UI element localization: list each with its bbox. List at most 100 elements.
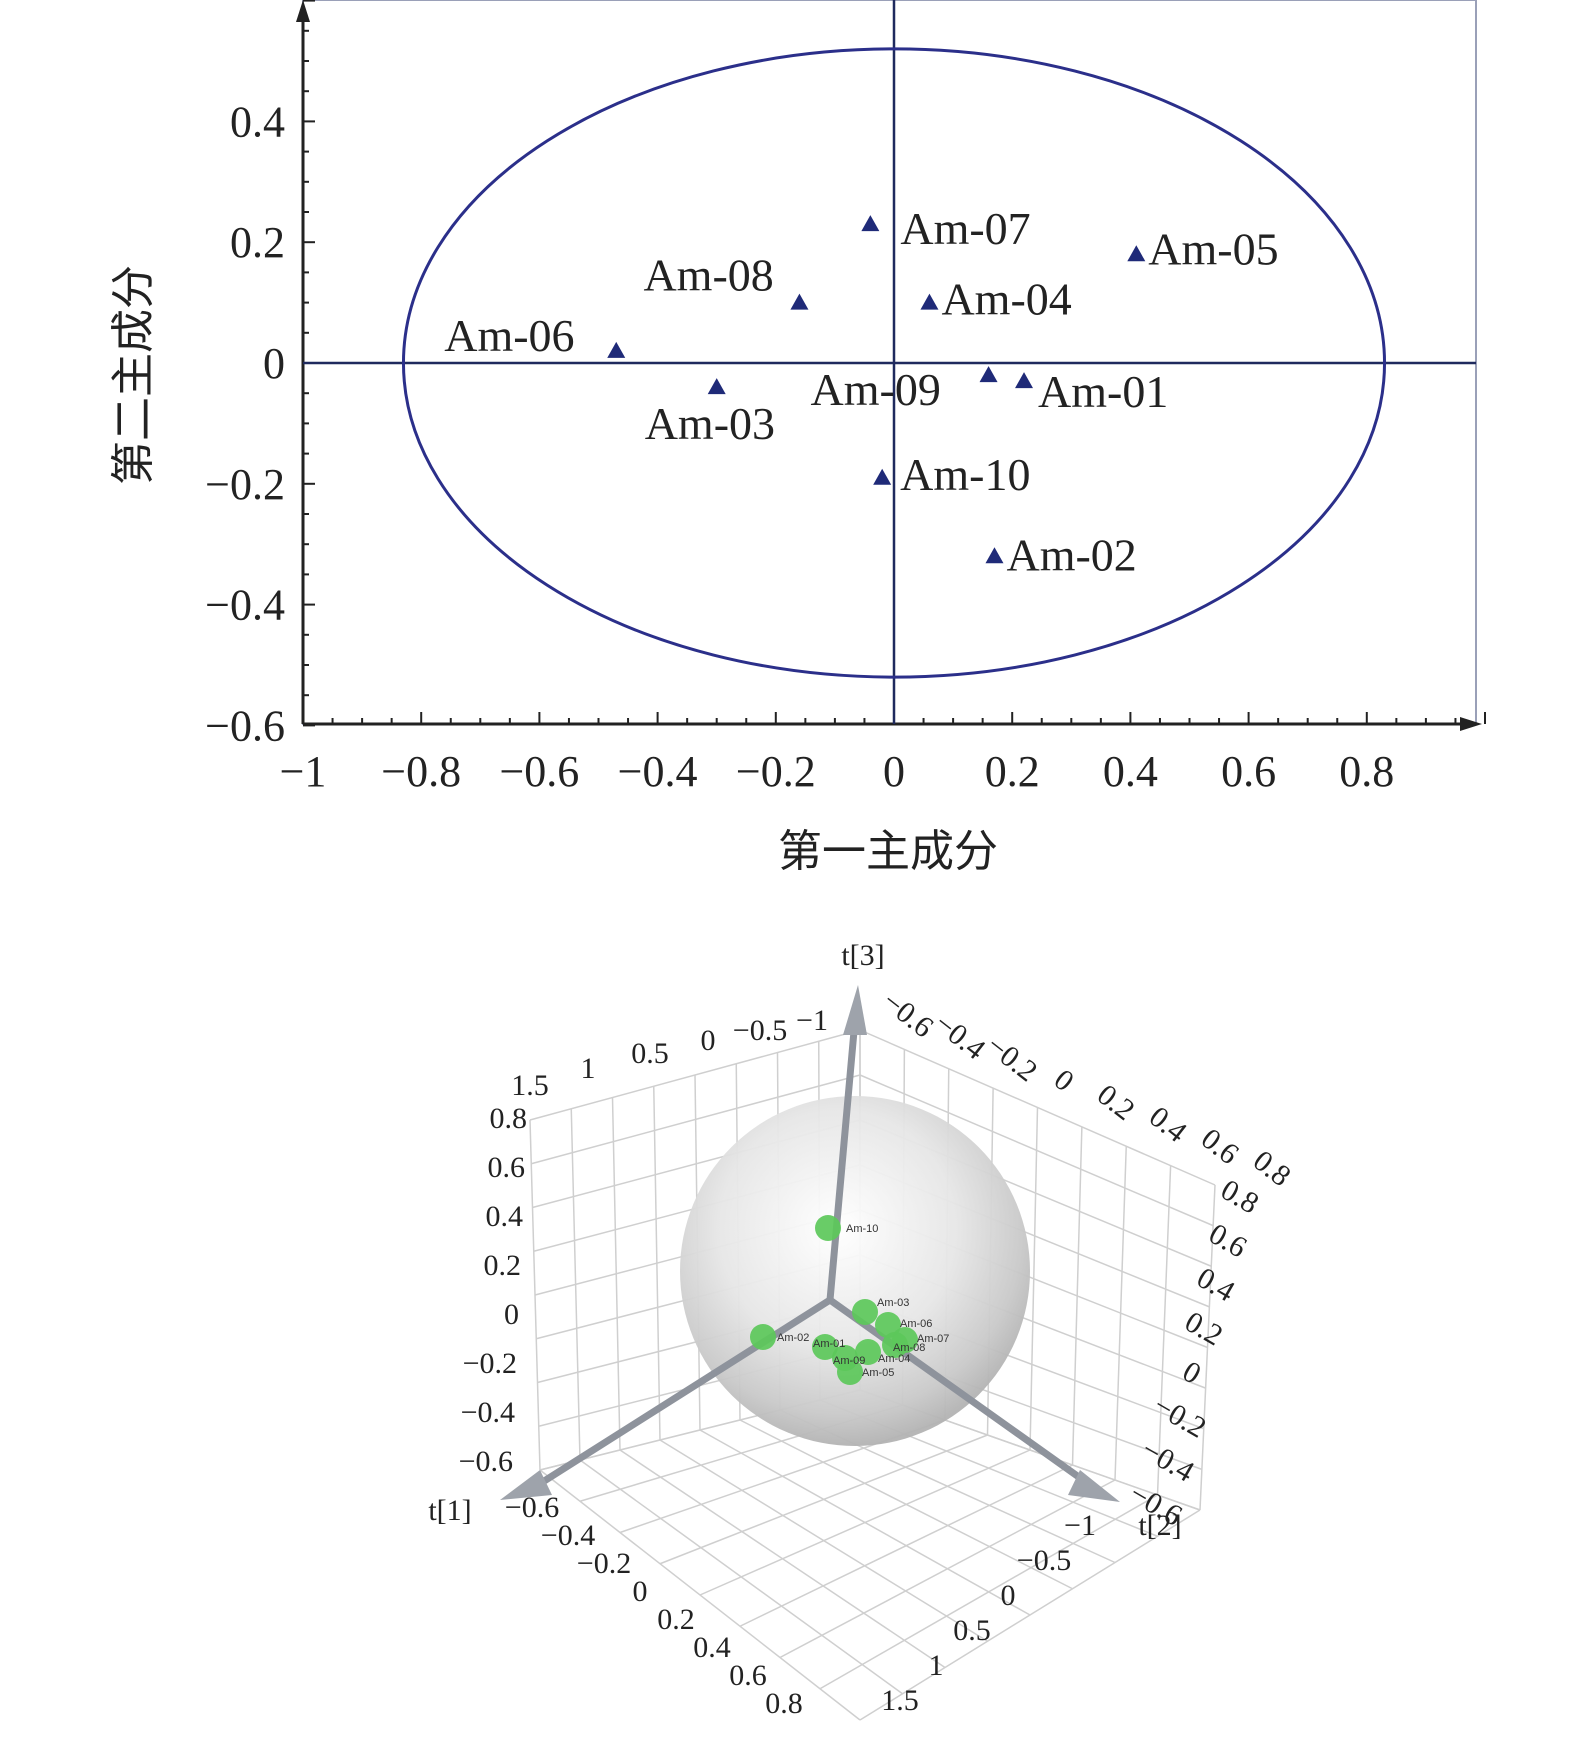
axes [296,0,1482,731]
x-tick-label: −0.6 [499,747,579,796]
t3-tick-label: 0.4 [486,1200,524,1233]
point-label: Am-08 [643,250,773,301]
y-tick-label: −0.2 [205,460,285,509]
3d-point [875,1312,901,1338]
3d-point [855,1339,881,1365]
y-tick-label: 0.2 [230,218,285,267]
back-t1-tick-label: 0.2 [1091,1078,1141,1127]
point-marker [979,366,998,383]
x-tick-labels: −1 −0.8 −0.6 −0.4 −0.2 0 0.2 0.4 0.6 0.8 [280,747,1395,796]
3d-point [812,1334,838,1360]
t3-tick-label: −0.4 [461,1396,515,1429]
point-label: Am-04 [941,274,1071,325]
3d-point [882,1332,908,1358]
point-label: Am-09 [811,364,941,415]
back-t2-tick-label: 1 [581,1052,596,1085]
t2-axis [826,1296,1094,1489]
t3-arrow [843,985,867,1035]
t2-tick-label: −0.5 [1017,1544,1071,1577]
t1-tick-label: −0.6 [505,1491,559,1524]
grid-line [819,1494,1158,1690]
back-t2-tick-label: 0.5 [631,1037,669,1070]
grid-line [531,1074,861,1165]
t2-arrow [1068,1470,1120,1502]
right-t3-tick-label: 0.8 [1215,1173,1264,1220]
grid-line [859,1074,1214,1227]
t1-tick-label: −0.2 [577,1547,631,1580]
3d-point-label: Am-07 [917,1333,949,1345]
x-axis-title: 第一主成分 [778,826,998,877]
point-marker [790,293,809,310]
point-label: Am-02 [1006,529,1136,580]
3d-point-label: Am-06 [900,1318,932,1330]
pca-2d-plot: Am-01 Am-02 Am-03 Am-04 Am-05 Am-06 Am-07 Am-08… [108,0,1486,877]
3d-point-label: Am-09 [833,1355,865,1367]
point-label: Am-05 [1148,223,1278,274]
3d-point-label: Am-08 [893,1342,925,1354]
point-label: Am-01 [1038,366,1168,417]
back-t2-tick-label: 0 [701,1024,716,1057]
t2-tick-label: −1 [1064,1509,1096,1542]
x-tick-label: 0.8 [1339,747,1394,796]
t1-arrow [500,1470,552,1500]
right-t3-tick-label: 0.4 [1191,1261,1240,1308]
y-tick-label: 0.4 [230,97,285,146]
t3-tick-label: 0.8 [490,1102,528,1135]
right-t3-tick-label: 0.2 [1179,1305,1228,1352]
x-tick-label: 0 [883,747,905,796]
back-t1-tick-label: 0 [1048,1063,1080,1098]
3d-point-label: Am-10 [846,1223,878,1235]
y-tick-labels: 0.4 0.2 0 −0.2 −0.4 −0.6 [205,97,285,750]
t1-tick-label: 0.4 [693,1631,731,1664]
3d-point-label: Am-05 [862,1367,894,1379]
t1-axis-title: t[1] [428,1494,471,1527]
t3-axis-title: t[3] [841,939,884,972]
point-marker [707,378,726,395]
x-tick-label: 0.4 [1103,747,1158,796]
grid-line [739,1464,1073,1627]
point-label: Am-07 [900,203,1030,254]
t3-tick-label: 0 [504,1298,519,1331]
grid-line [859,1509,1201,1721]
t1-axis [526,1296,834,1494]
back-t2-tick-label: 1.5 [511,1069,549,1102]
t3-tick-label: −0.2 [463,1347,517,1380]
grid-line [619,1449,946,1669]
grid-line [529,1029,861,1121]
y-axis-arrow [296,0,310,22]
t1-tick-label: −0.4 [541,1519,595,1552]
grid-line [779,1479,1116,1659]
grid-line [659,1439,988,1642]
3d-point [852,1299,878,1325]
grid-line [579,1459,903,1695]
point-marker [985,547,1004,564]
t2-axis-title: t[2] [1138,1509,1181,1542]
back-t1-tick-label: 0.4 [1143,1100,1193,1149]
point-marker [1127,245,1146,262]
3d-point-label: Am-02 [777,1332,809,1344]
right-t3-tick-label: 0 [1177,1355,1206,1391]
x-tick-label: −1 [280,747,327,796]
back-t2-tick-label: −1 [796,1004,828,1037]
x-tick-label: 0.6 [1221,747,1276,796]
t3-tick-label: 0.2 [484,1249,522,1282]
3d-point-label: Am-04 [878,1353,910,1365]
point-marker [873,468,892,485]
grid-line [539,1469,861,1721]
3d-point-label: Am-03 [877,1297,909,1309]
point-marker [861,215,880,232]
t2-tick-label: 0 [1001,1579,1016,1612]
grid-line [859,1029,1216,1186]
point-label: Am-03 [645,398,775,449]
y-tick-label: −0.4 [205,581,285,630]
t1-tick-label: 0 [633,1575,648,1608]
point-marker [920,293,939,310]
score-points: Am-01 Am-02 Am-03 Am-04 Am-05 Am-06 Am-07 Am-08… [444,203,1278,580]
back-t2-tick-label: −0.5 [733,1014,787,1047]
3d-point-label: Am-01 [813,1338,845,1350]
t3-tick-label: −0.6 [459,1445,513,1478]
